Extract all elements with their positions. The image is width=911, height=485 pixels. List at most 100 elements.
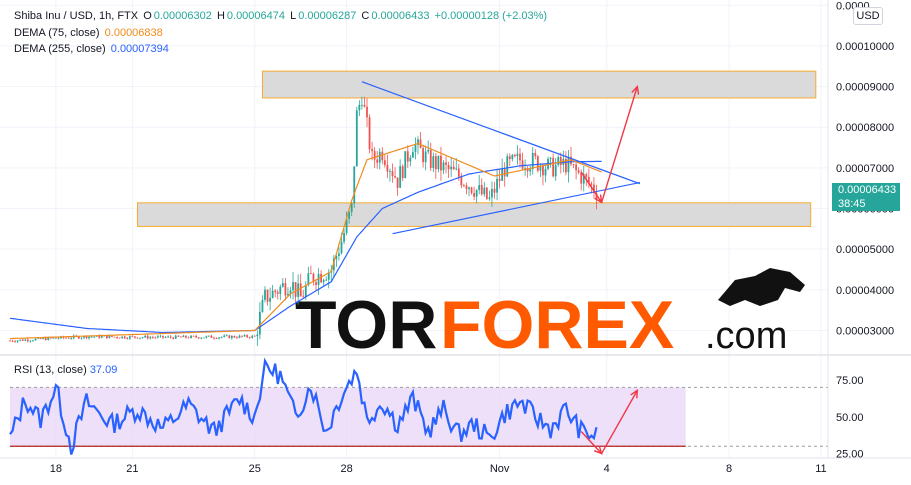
candle-body	[215, 338, 218, 339]
candle-body	[429, 149, 432, 168]
candle-body	[236, 337, 238, 339]
last-price-value: 0.00006433	[838, 184, 897, 196]
candle-body	[292, 282, 294, 291]
dema75-value: 0.00006838	[104, 27, 163, 39]
candle-body	[243, 335, 246, 337]
rsi-forecast-up-arrow	[600, 390, 638, 454]
candle-body	[368, 117, 371, 150]
candle-body	[432, 156, 435, 168]
candle-body	[412, 152, 414, 158]
price-axis: 0.00000.000100000.000090000.000080000.00…	[836, 0, 894, 337]
candle-body	[134, 336, 136, 338]
candle-body	[174, 335, 177, 339]
candle-body	[373, 151, 376, 160]
open-label: O	[143, 10, 152, 22]
candle-body	[310, 273, 312, 275]
candle-body	[386, 165, 389, 172]
candle-body	[394, 176, 396, 178]
price-tick-label: 0.00009000	[836, 82, 894, 94]
time-tick-label: 8	[726, 463, 732, 475]
candle-body	[414, 144, 417, 153]
price-tick-label: 0.00008000	[836, 122, 894, 134]
candle-body	[179, 336, 182, 338]
dema75-label: DEMA (75, close)	[14, 27, 100, 39]
candle-body	[549, 157, 552, 159]
candle-body	[409, 157, 412, 162]
candle-body	[121, 336, 124, 339]
candle-body	[151, 337, 154, 339]
triangle-lower-line	[392, 181, 640, 235]
candle-body	[366, 106, 368, 118]
candle-body	[511, 154, 514, 160]
dema255-value: 0.00007394	[110, 43, 169, 55]
candle-body	[552, 157, 555, 177]
candle-body	[225, 335, 228, 337]
candle-body	[208, 335, 210, 337]
candle-body	[419, 139, 422, 149]
candle-body	[32, 340, 34, 342]
candle-body	[149, 337, 152, 339]
rsi-legend[interactable]: RSI (13, close) 37.09	[14, 364, 117, 376]
candle-body	[197, 337, 200, 339]
candle-body	[251, 335, 254, 338]
dema255-legend[interactable]: DEMA (255, close) 0.00007394	[14, 43, 171, 55]
candle-body	[529, 169, 532, 172]
candle-body	[85, 335, 88, 339]
candle-body	[276, 292, 279, 294]
candle-body	[93, 336, 96, 338]
dema75-legend[interactable]: DEMA (75, close) 0.00006838	[14, 27, 165, 39]
candle-body	[383, 160, 386, 166]
candle-body	[455, 168, 458, 170]
candle-body	[491, 188, 493, 198]
high-value: 0.00006474	[226, 10, 286, 22]
candle-body	[131, 336, 134, 338]
candle-body	[460, 176, 463, 186]
candle-body	[542, 165, 544, 176]
candle-body	[534, 152, 537, 157]
dema255-label: DEMA (255, close)	[14, 43, 106, 55]
candle-body	[580, 172, 583, 184]
candle-body	[241, 335, 243, 337]
candle-body	[531, 152, 534, 170]
candle-body	[24, 339, 27, 341]
candle-body	[506, 156, 509, 177]
candle-body	[396, 177, 399, 188]
candle-body	[465, 185, 468, 190]
candle-body	[577, 170, 580, 173]
candle-body	[488, 197, 491, 199]
candle-body	[164, 337, 167, 338]
candle-body	[136, 337, 139, 339]
candle-body	[167, 336, 169, 338]
candle-body	[483, 187, 486, 195]
currency-button[interactable]: USD	[853, 7, 883, 25]
candle-body	[572, 164, 575, 165]
candle-body	[335, 256, 338, 259]
candle-body	[230, 336, 233, 339]
candle-body	[327, 272, 330, 280]
close-label: C	[361, 10, 370, 22]
candle-body	[325, 279, 328, 281]
candle-body	[259, 311, 261, 335]
low-label: L	[290, 10, 297, 22]
candle-body	[128, 336, 131, 339]
candle-body	[343, 232, 345, 242]
candle-body	[521, 160, 524, 169]
rsi-axis: 75.00 50.00 25.00	[836, 375, 864, 461]
candle-body	[447, 164, 450, 170]
candle-body	[192, 335, 195, 337]
candle-body	[246, 335, 249, 338]
candle-body	[554, 164, 557, 177]
rsi-value: 37.09	[89, 364, 118, 376]
symbol-title[interactable]: Shiba Inu / USD, 1h, FTX	[14, 10, 139, 22]
candle-body	[88, 336, 90, 339]
candle-body	[279, 286, 282, 294]
candle-body	[498, 178, 501, 181]
candle-body	[559, 156, 562, 165]
candle-body	[526, 168, 529, 172]
candle-body	[98, 335, 101, 338]
candle-body	[100, 336, 103, 338]
candle-body	[358, 104, 361, 111]
time-tick-label: 25	[249, 463, 261, 475]
candle-body	[70, 338, 73, 339]
